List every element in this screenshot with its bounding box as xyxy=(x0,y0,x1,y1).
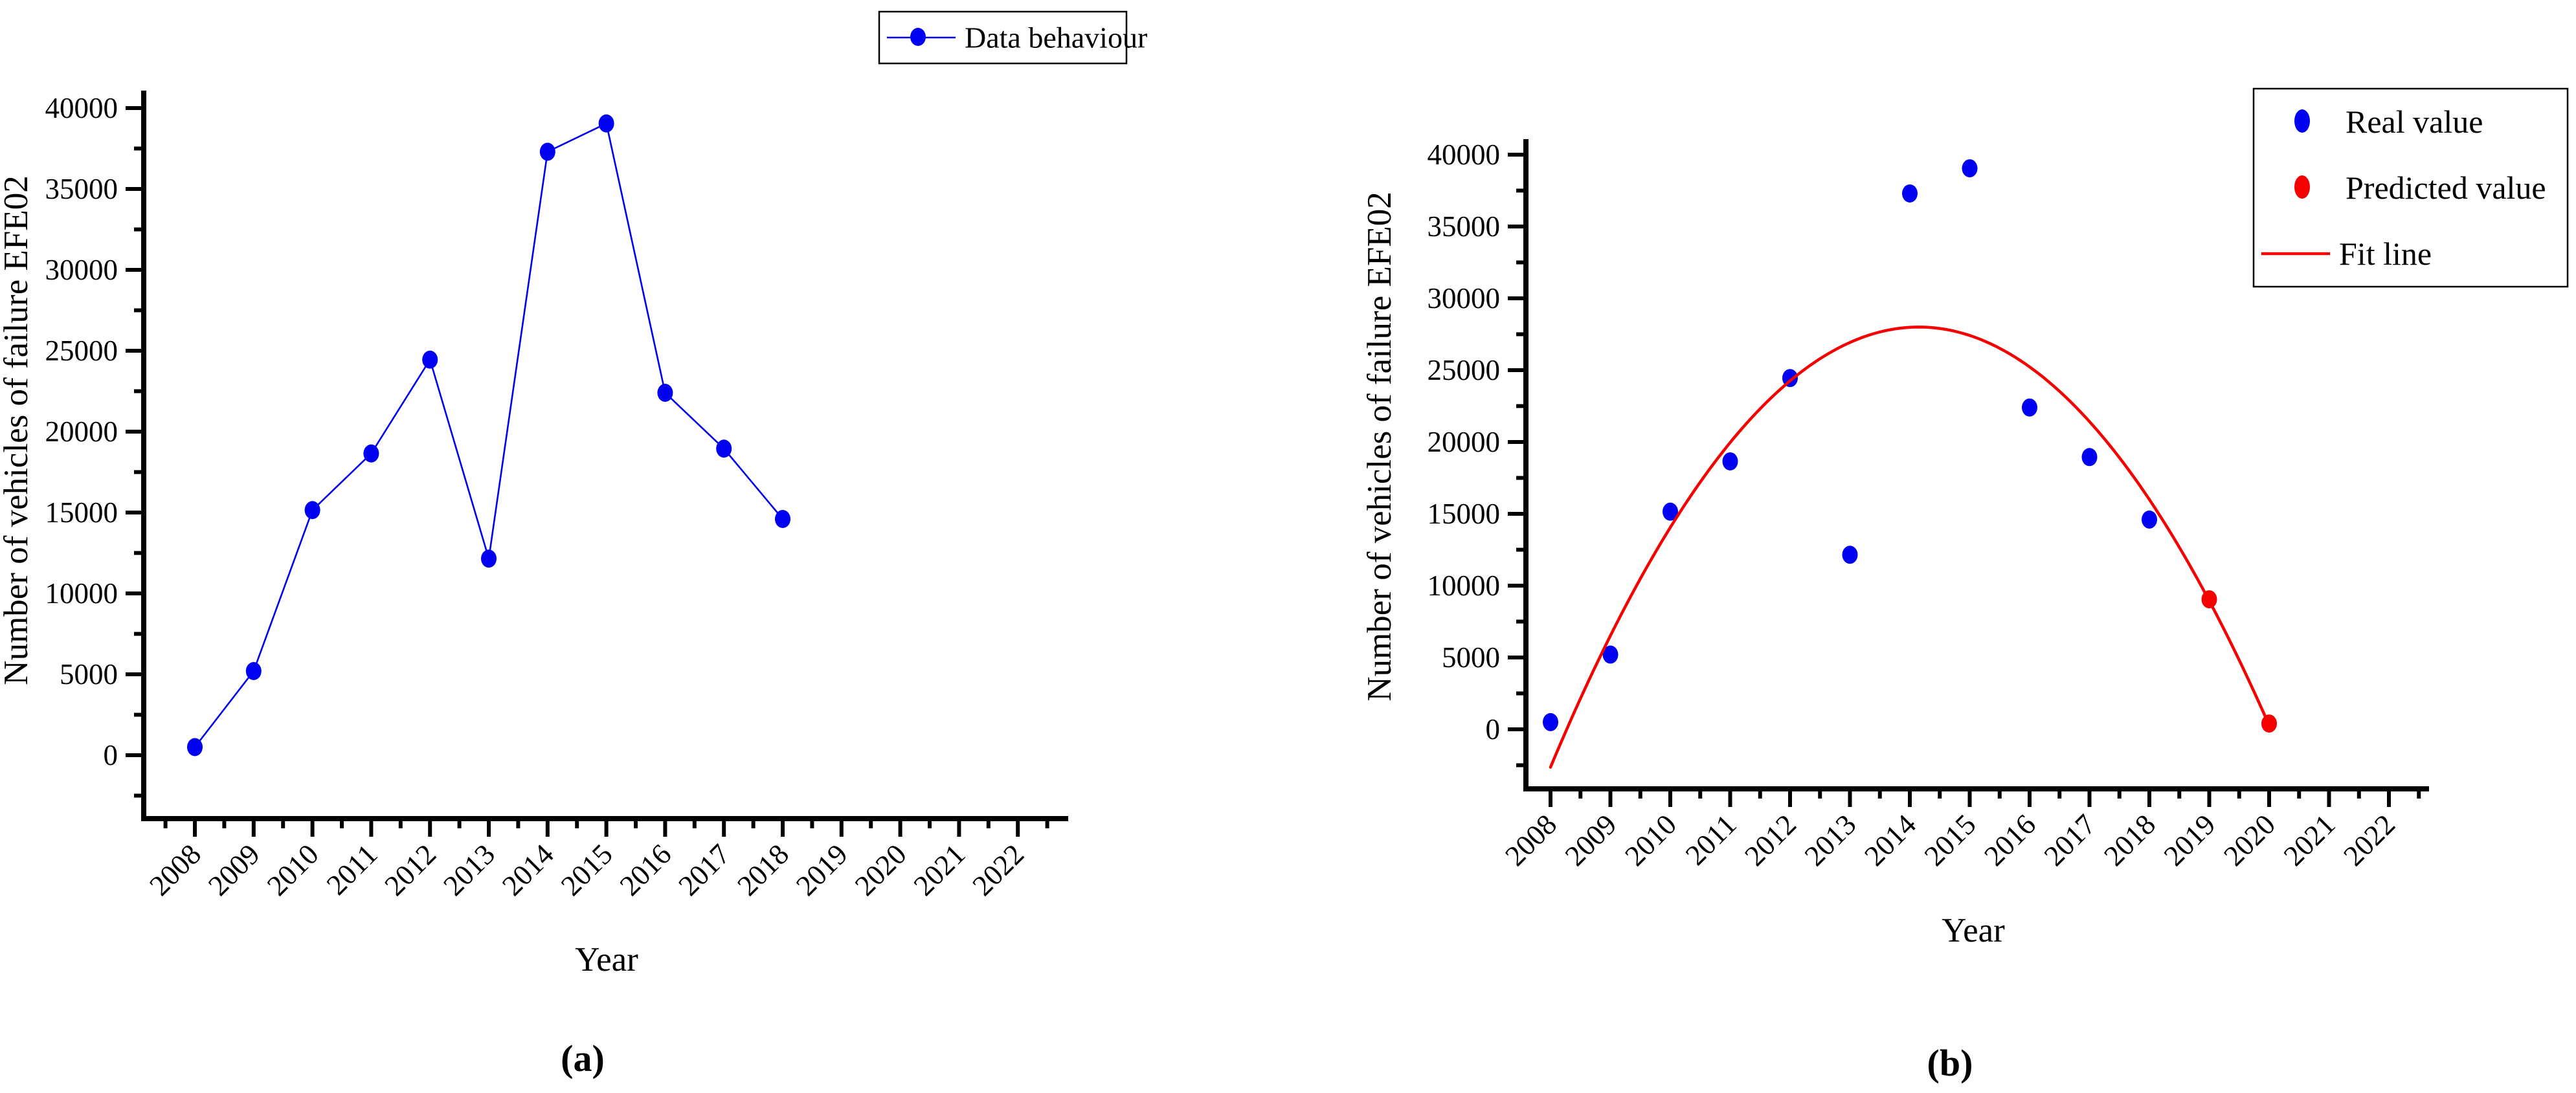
y-tick-label: 30000 xyxy=(45,254,118,286)
x-tick-label: 2018 xyxy=(731,838,795,902)
x-tick-label: 2009 xyxy=(1559,808,1623,872)
data-point xyxy=(598,114,614,133)
data-point xyxy=(245,662,262,680)
x-tick-label: 2017 xyxy=(2038,808,2102,872)
x-tick-label: 2015 xyxy=(555,838,619,902)
x-tick-label: 2016 xyxy=(613,838,677,902)
x-tick-label: 2017 xyxy=(672,838,736,902)
data-point xyxy=(716,439,732,458)
data-point xyxy=(2081,448,2098,467)
series-line xyxy=(194,122,783,748)
legend-item-label: Predicted value xyxy=(2346,170,2546,206)
y-tick-label: 5000 xyxy=(60,658,118,690)
y-axis-title: Number of vehicles of failure EFE02 xyxy=(0,175,35,685)
x-tick-label: 2020 xyxy=(849,838,913,902)
data-point xyxy=(481,549,497,568)
x-tick-label: 2022 xyxy=(2337,808,2401,872)
x-tick-label: 2012 xyxy=(1738,808,1802,872)
legend-item-label: Real value xyxy=(2346,104,2483,140)
x-tick-label: 2013 xyxy=(437,838,501,902)
data-point xyxy=(363,444,379,463)
x-tick-label: 2009 xyxy=(202,838,266,902)
x-tick-label: 2016 xyxy=(1978,808,2042,872)
x-tick-label: 2021 xyxy=(907,838,971,902)
x-tick-label: 2010 xyxy=(261,838,325,902)
x-tick-label: 2008 xyxy=(143,838,207,902)
data-point xyxy=(1722,452,1738,470)
data-point xyxy=(1663,502,1678,521)
data-point xyxy=(2022,398,2037,417)
y-tick-label: 35000 xyxy=(45,173,118,205)
y-tick-label: 20000 xyxy=(1428,426,1501,458)
y-tick-label: 40000 xyxy=(45,92,118,124)
data-point xyxy=(187,738,203,756)
data-point xyxy=(1602,645,1618,664)
data-point xyxy=(304,501,320,520)
y-tick-label: 25000 xyxy=(45,335,118,367)
x-tick-label: 2014 xyxy=(1858,808,1922,872)
x-tick-label: 2022 xyxy=(966,838,1030,902)
x-tick-label: 2014 xyxy=(496,838,560,902)
data-point xyxy=(1962,159,1978,178)
x-tick-label: 2021 xyxy=(2278,808,2342,872)
legend-marker-dot xyxy=(2294,109,2310,133)
y-tick-label: 0 xyxy=(104,739,118,771)
legend-marker-dot xyxy=(910,28,926,46)
x-tick-label: 2020 xyxy=(2217,808,2281,872)
legend-item-label: Fit line xyxy=(2339,236,2432,272)
x-tick-label: 2010 xyxy=(1618,808,1683,872)
y-axis-title: Number of vehicles of failure EFE02 xyxy=(1361,192,1398,701)
y-tick-label: 15000 xyxy=(45,496,118,529)
y-tick-label: 15000 xyxy=(1428,498,1501,530)
x-axis-title: Year xyxy=(575,941,638,978)
x-tick-label: 2012 xyxy=(378,838,442,902)
data-point xyxy=(775,510,790,528)
y-tick-label: 30000 xyxy=(1428,282,1501,315)
data-point xyxy=(657,384,673,402)
y-tick-label: 10000 xyxy=(1428,569,1501,602)
x-tick-label: 2013 xyxy=(1798,808,1863,872)
y-tick-label: 0 xyxy=(1486,713,1501,745)
x-tick-label: 2011 xyxy=(1679,808,1743,872)
y-tick-label: 5000 xyxy=(1442,641,1500,674)
y-tick-label: 40000 xyxy=(1428,138,1501,171)
data-point xyxy=(2142,510,2157,529)
x-tick-label: 2015 xyxy=(1918,808,1982,872)
y-tick-label: 25000 xyxy=(1428,354,1501,386)
x-tick-label: 2008 xyxy=(1499,808,1563,872)
data-point xyxy=(422,350,438,369)
y-tick-label: 10000 xyxy=(45,577,118,610)
y-tick-label: 35000 xyxy=(1428,210,1501,243)
x-tick-label: 2018 xyxy=(2098,808,2162,872)
x-tick-label: 2019 xyxy=(790,838,854,902)
panel-caption-b: (b) xyxy=(1927,1042,1973,1084)
legend-marker-dot xyxy=(2294,175,2310,199)
x-axis-title: Year xyxy=(1942,912,2005,949)
data-point xyxy=(539,142,555,161)
legend-item-label: Data behaviour xyxy=(965,21,1147,54)
panel-caption-a: (a) xyxy=(561,1037,605,1079)
data-point xyxy=(1543,712,1558,731)
fit-line xyxy=(1549,326,2271,769)
y-tick-label: 20000 xyxy=(45,415,118,448)
x-tick-label: 2011 xyxy=(320,838,384,901)
data-point xyxy=(1902,184,1918,203)
x-tick-label: 2019 xyxy=(2158,808,2222,872)
data-point xyxy=(1842,546,1858,564)
